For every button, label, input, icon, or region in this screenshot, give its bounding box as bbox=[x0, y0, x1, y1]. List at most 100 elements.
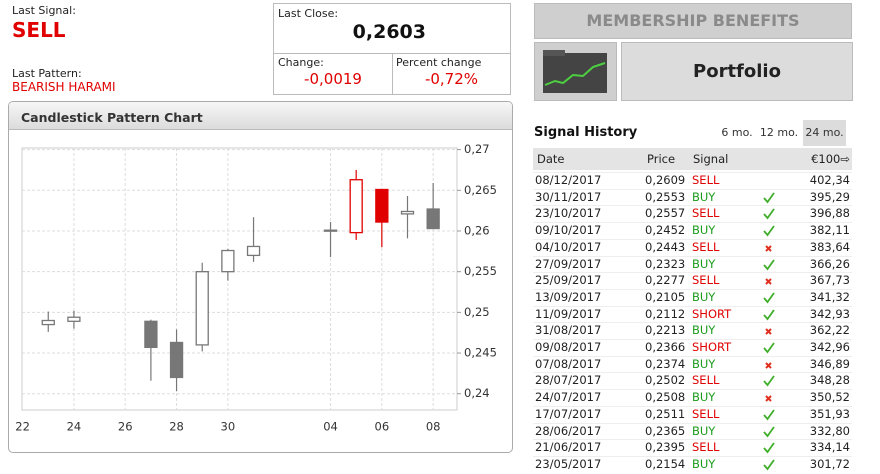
icon-shape bbox=[763, 342, 775, 354]
plot-area bbox=[21, 147, 458, 411]
icon-shape bbox=[765, 395, 772, 402]
signal: SELL bbox=[692, 173, 720, 187]
signal: BUY bbox=[692, 256, 716, 271]
row-divider bbox=[533, 188, 852, 190]
x-tick-label: 26 bbox=[118, 420, 133, 434]
portfolio-graphic bbox=[543, 50, 607, 93]
y-tick-label: 0,245 bbox=[464, 346, 497, 360]
candle-body bbox=[144, 320, 158, 348]
tab[interactable]: 24 mo. bbox=[803, 120, 846, 146]
icon-shape bbox=[763, 258, 775, 270]
tab[interactable]: 6 mo. bbox=[721, 126, 753, 139]
price: 0,2154 bbox=[645, 456, 686, 471]
date: 28/06/2017 bbox=[535, 423, 602, 438]
check-icon bbox=[763, 459, 775, 471]
date: 28/07/2017 bbox=[535, 373, 602, 388]
signal-history-title: Signal History bbox=[534, 125, 638, 140]
value: 402,34 bbox=[809, 173, 850, 187]
price: 0,2395 bbox=[645, 440, 686, 455]
cross-icon bbox=[765, 328, 772, 336]
change-label: Change: bbox=[278, 56, 324, 69]
date: 08/12/2017 bbox=[535, 173, 602, 187]
x-tick-label: 08 bbox=[426, 420, 441, 434]
icon-shape bbox=[763, 225, 775, 237]
value: 362,22 bbox=[809, 323, 850, 338]
cross-icon bbox=[765, 395, 772, 402]
date: 27/09/2017 bbox=[535, 256, 602, 271]
price: 0,2112 bbox=[645, 306, 686, 321]
chart-panel-title: Candlestick Pattern Chart bbox=[21, 110, 203, 125]
date: 21/06/2017 bbox=[535, 440, 602, 455]
icon-shape bbox=[763, 208, 775, 220]
value: 350,52 bbox=[809, 390, 850, 405]
row-divider bbox=[533, 422, 852, 424]
folder bbox=[543, 53, 607, 93]
check-icon bbox=[763, 342, 775, 354]
row-divider bbox=[533, 339, 852, 340]
check-icon bbox=[763, 309, 775, 321]
table-header bbox=[533, 148, 852, 170]
signal: BUY bbox=[692, 223, 716, 238]
y-tick-label: 0,27 bbox=[464, 142, 490, 156]
check-icon bbox=[763, 292, 775, 304]
portfolio-icon[interactable] bbox=[534, 42, 617, 101]
percent-change: -0,72% bbox=[424, 70, 479, 88]
price: 0,2366 bbox=[645, 340, 686, 354]
price: 0,2105 bbox=[645, 289, 686, 304]
value: 383,64 bbox=[809, 239, 850, 254]
membership-button[interactable]: MEMBERSHIP BENEFITS bbox=[534, 3, 852, 39]
last-pattern: BEARISH HARAMI bbox=[12, 80, 116, 94]
row-divider bbox=[533, 322, 852, 324]
date: 13/09/2017 bbox=[535, 289, 602, 304]
column-header: Signal bbox=[693, 152, 729, 166]
date: 25/09/2017 bbox=[535, 273, 602, 288]
trend-line bbox=[544, 62, 606, 86]
check-icon bbox=[763, 208, 775, 220]
y-tick-label: 0,265 bbox=[464, 183, 497, 197]
date: 23/05/2017 bbox=[535, 456, 602, 471]
date: 31/08/2017 bbox=[535, 323, 602, 338]
last-pattern-label: Last Pattern: bbox=[12, 67, 82, 80]
value: 348,28 bbox=[809, 373, 850, 388]
value: 367,73 bbox=[809, 273, 850, 288]
price: 0,2557 bbox=[645, 206, 686, 221]
row-divider bbox=[533, 222, 852, 224]
icon-shape bbox=[763, 425, 775, 437]
candle-body bbox=[169, 341, 184, 379]
signal: SHORT bbox=[692, 340, 732, 354]
check-icon bbox=[763, 442, 775, 454]
y-tick-label: 0,25 bbox=[464, 305, 490, 319]
candle-body bbox=[246, 245, 261, 257]
column-header: €100⇨ bbox=[811, 152, 850, 166]
portfolio-button[interactable]: Portfolio bbox=[621, 42, 853, 101]
row-divider bbox=[533, 389, 852, 391]
icon-shape bbox=[763, 192, 775, 204]
price: 0,2553 bbox=[645, 189, 686, 204]
price: 0,2365 bbox=[645, 423, 686, 438]
price: 0,2374 bbox=[645, 356, 686, 371]
tab[interactable]: 12 mo. bbox=[759, 126, 799, 139]
column-header: Price bbox=[647, 152, 676, 166]
chart-panel: Candlestick Pattern Chart bbox=[8, 101, 513, 453]
signal: SHORT bbox=[692, 306, 732, 321]
icon-shape bbox=[765, 361, 772, 369]
check-icon bbox=[763, 375, 775, 387]
date: 09/08/2017 bbox=[535, 340, 602, 354]
icon-shape bbox=[763, 409, 775, 421]
y-tick-label: 0,255 bbox=[464, 264, 497, 278]
date: 23/10/2017 bbox=[535, 206, 602, 221]
x-tick-label: 06 bbox=[375, 420, 390, 434]
y-tick-label: 0,24 bbox=[464, 386, 490, 400]
date: 09/10/2017 bbox=[535, 223, 602, 238]
check-icon bbox=[763, 409, 775, 421]
price: 0,2443 bbox=[645, 239, 686, 254]
icon-shape bbox=[763, 292, 775, 304]
signal: BUY bbox=[692, 356, 716, 371]
x-tick-label: 04 bbox=[323, 420, 338, 434]
row-divider bbox=[533, 405, 852, 407]
price: 0,2213 bbox=[645, 323, 686, 338]
row-divider bbox=[533, 205, 852, 207]
candle-body bbox=[426, 208, 440, 230]
signal: BUY bbox=[692, 189, 716, 204]
value: 301,72 bbox=[809, 456, 850, 471]
